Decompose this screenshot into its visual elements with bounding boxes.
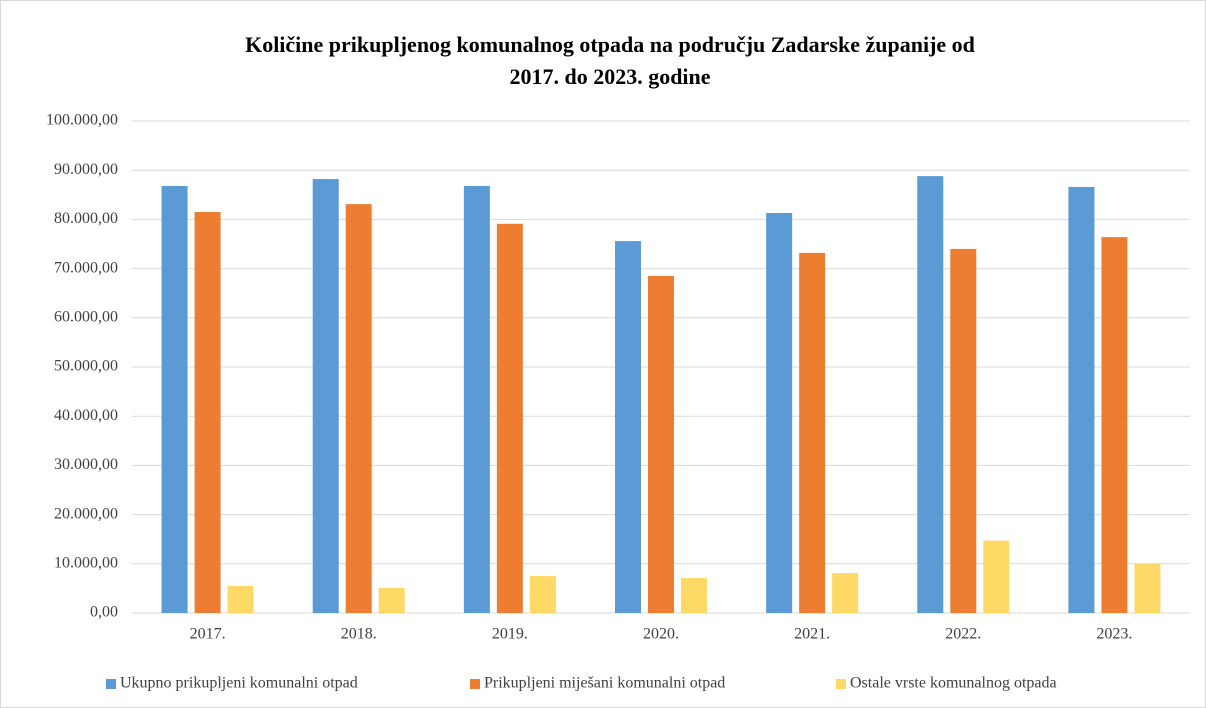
x-tick-label: 2019. bbox=[492, 626, 528, 643]
legend-label: Ukupno prikupljeni komunalni otpad bbox=[120, 675, 358, 692]
y-tick-label: 100.000,00 bbox=[46, 112, 118, 129]
bar bbox=[496, 223, 523, 613]
legend-label: Ostale vrste komunalnog otpada bbox=[850, 675, 1057, 692]
y-tick-label: 40.000,00 bbox=[54, 407, 118, 424]
bar bbox=[1068, 186, 1095, 614]
y-tick-label: 20.000,00 bbox=[54, 505, 118, 522]
bar bbox=[463, 185, 490, 613]
x-tick-label: 2017. bbox=[190, 626, 226, 643]
bar bbox=[766, 213, 793, 613]
legend-swatch bbox=[106, 679, 116, 689]
y-tick-label: 80.000,00 bbox=[54, 210, 118, 227]
bar bbox=[615, 241, 641, 613]
bar bbox=[648, 275, 674, 613]
bar bbox=[1101, 237, 1128, 613]
y-tick-label: 90.000,00 bbox=[54, 161, 118, 178]
y-tick-label: 70.000,00 bbox=[54, 259, 118, 276]
bar bbox=[345, 204, 372, 613]
chart-title: Količine prikupljenog komunalnog otpada … bbox=[245, 32, 975, 57]
y-tick-label: 30.000,00 bbox=[54, 456, 118, 473]
legend-label: Prikupljeni miješani komunalni otpad bbox=[484, 675, 725, 692]
bar bbox=[378, 587, 405, 613]
bar bbox=[832, 573, 859, 613]
x-tick-label: 2021. bbox=[794, 626, 830, 643]
y-tick-label: 60.000,00 bbox=[54, 308, 118, 325]
legend-swatch bbox=[836, 679, 846, 689]
bar bbox=[681, 578, 707, 613]
x-tick-label: 2022. bbox=[945, 626, 981, 643]
bar bbox=[1134, 563, 1161, 613]
y-tick-label: 10.000,00 bbox=[54, 554, 118, 571]
x-tick-label: 2020. bbox=[643, 626, 679, 643]
bar bbox=[312, 179, 339, 613]
bar bbox=[983, 540, 1010, 613]
x-tick-label: 2023. bbox=[1096, 626, 1132, 643]
bar bbox=[227, 585, 254, 613]
y-tick-label: 0,00 bbox=[90, 604, 118, 621]
y-tick-label: 50.000,00 bbox=[54, 358, 118, 375]
bar bbox=[194, 212, 221, 613]
chart-title: 2017. do 2023. godine bbox=[509, 64, 710, 89]
bar bbox=[950, 248, 977, 614]
bar bbox=[161, 185, 188, 613]
legend-swatch bbox=[470, 679, 480, 689]
bar bbox=[799, 252, 826, 613]
bar bbox=[917, 176, 944, 613]
x-tick-label: 2018. bbox=[341, 626, 377, 643]
bar bbox=[529, 576, 556, 613]
